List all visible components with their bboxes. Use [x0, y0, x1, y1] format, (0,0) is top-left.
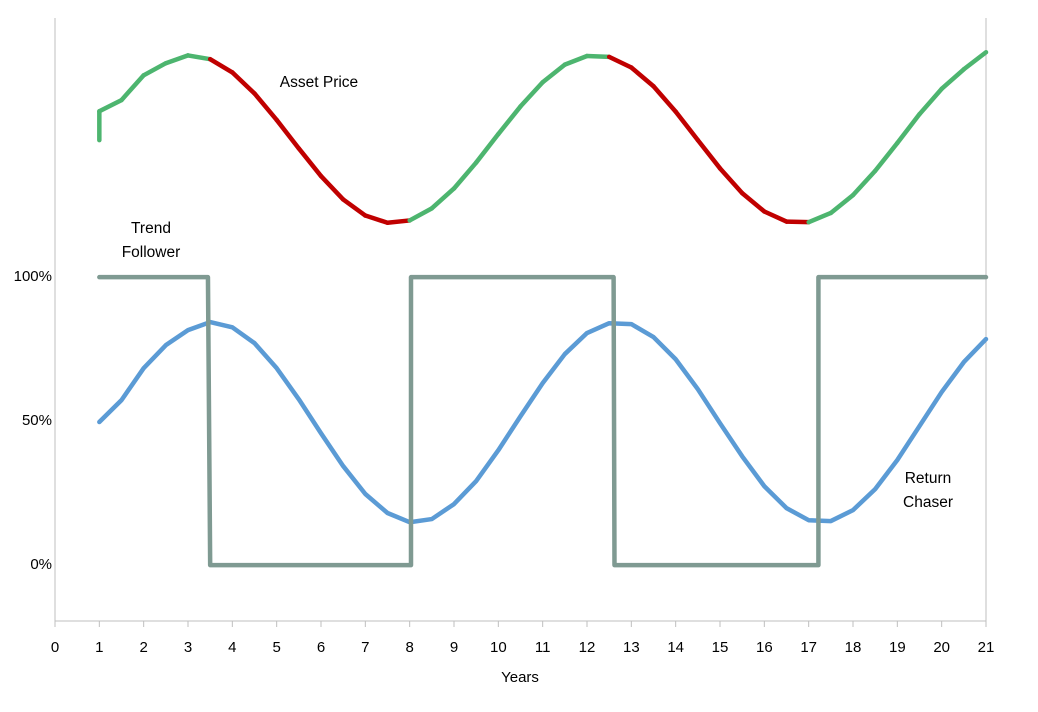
x-tick-label: 19	[889, 639, 906, 656]
price-segment	[97, 97, 124, 114]
price-segment	[717, 166, 745, 196]
price-segment	[917, 86, 944, 117]
asset-price-label: Asset Price	[279, 74, 359, 91]
y-tick-label: 50%	[22, 412, 52, 429]
x-tick-label: 4	[228, 639, 236, 656]
price-segment	[296, 146, 324, 179]
price-segment	[739, 190, 767, 214]
series-line	[97, 319, 989, 525]
x-tick-label: 1	[95, 639, 103, 656]
price-segment	[961, 50, 989, 72]
series-line	[97, 274, 989, 568]
price-segment	[496, 104, 523, 137]
price-segment	[274, 117, 302, 151]
price-segment	[606, 54, 634, 70]
x-axis-label: Years	[501, 669, 539, 686]
price-segment	[518, 79, 545, 109]
price-segment	[340, 197, 368, 218]
price-segment	[629, 65, 656, 89]
price-segment	[163, 53, 191, 66]
price-segment	[828, 192, 856, 216]
x-tick-label: 9	[450, 639, 458, 656]
price-segment	[451, 160, 479, 191]
price-segment	[318, 173, 346, 202]
return-chaser-label: Return Chaser	[903, 470, 953, 511]
x-tick-label: 2	[139, 639, 147, 656]
price-segment	[695, 137, 723, 171]
price-segment	[939, 67, 967, 92]
price-segment	[762, 209, 789, 224]
price-segment	[385, 218, 412, 225]
price-segment	[850, 168, 878, 198]
x-tick-label: 8	[405, 639, 413, 656]
price-segment	[473, 131, 501, 165]
y-tick-label: 0%	[30, 556, 52, 573]
x-tick-label: 12	[579, 639, 596, 656]
price-segment	[895, 111, 922, 146]
price-segment	[252, 91, 279, 123]
price-segment	[207, 56, 235, 75]
price-segment	[185, 53, 213, 62]
x-tick-label: 7	[361, 639, 369, 656]
x-tick-label: 11	[535, 639, 551, 656]
x-tick-label: 21	[978, 639, 995, 656]
x-tick-label: 14	[667, 639, 684, 656]
price-segment	[540, 62, 568, 85]
x-tick-label: 16	[756, 639, 773, 656]
price-segment	[119, 73, 146, 103]
price-segment	[230, 70, 257, 96]
price-segment	[429, 186, 457, 211]
price-segment	[141, 60, 169, 78]
price-segment	[806, 210, 834, 225]
price-segment	[562, 53, 590, 67]
price-segment	[651, 83, 678, 114]
x-tick-label: 5	[272, 639, 280, 656]
x-tick-label: 18	[845, 639, 862, 656]
x-tick-label: 20	[933, 639, 950, 656]
x-tick-label: 10	[490, 639, 507, 656]
price-segment	[584, 53, 612, 60]
x-tick-label: 0	[51, 639, 59, 656]
y-tick-label: 100%	[14, 268, 52, 285]
price-segment	[363, 213, 390, 225]
price-segment	[872, 140, 900, 174]
x-tick-label: 13	[623, 639, 640, 656]
price-segment	[407, 206, 435, 223]
trend-follower-label: Trend Follower	[121, 220, 181, 261]
x-tick-label: 6	[317, 639, 325, 656]
price-segment	[673, 109, 701, 143]
x-tick-label: 15	[712, 639, 729, 656]
price-segment	[784, 219, 811, 225]
x-tick-label: 17	[800, 639, 817, 656]
x-tick-label: 3	[184, 639, 192, 656]
